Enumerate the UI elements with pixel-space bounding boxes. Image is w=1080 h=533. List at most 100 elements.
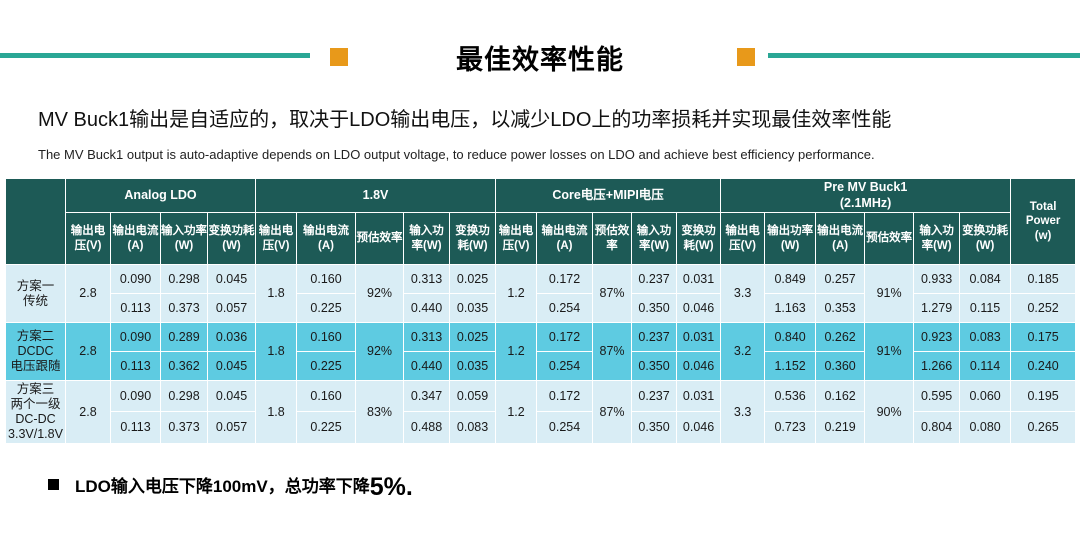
table-cell: 0.219 — [815, 411, 866, 444]
group-header: Analog LDO — [64, 178, 257, 213]
table-cell: 0.057 — [206, 411, 257, 444]
table-cell: 0.090 — [110, 380, 161, 412]
table-cell: 0.172 — [536, 380, 594, 412]
table-cell: 2.8 — [65, 322, 111, 381]
table-cell: 0.254 — [536, 411, 594, 444]
table-cell: 0.440 — [403, 293, 451, 323]
subtitle-chinese: MV Buck1输出是自适应的，取决于LDO输出电压，以减少LDO上的功率损耗并… — [38, 109, 892, 131]
footnote: LDO输入电压下降100mV，总功率下降5%. — [48, 472, 413, 502]
column-header: 输出电流(A) — [815, 212, 866, 265]
table-cell: 0.933 — [913, 264, 961, 294]
table-cell: 1.152 — [764, 351, 817, 381]
table-cell: 0.031 — [676, 264, 722, 294]
table-cell: 2.8 — [65, 380, 111, 444]
table-cell: 3.2 — [720, 322, 766, 381]
table-cell: 0.237 — [631, 322, 678, 352]
table-cell: 0.923 — [913, 322, 961, 352]
table-cell: 0.840 — [764, 322, 817, 352]
table-cell: 0.185 — [1010, 264, 1077, 294]
column-header: 输入功率(W) — [631, 212, 678, 265]
table-cell: 0.160 — [296, 322, 357, 352]
total-power-header: Total Power (w) — [1010, 178, 1077, 265]
column-header: 输出电流(A) — [296, 212, 357, 265]
table-cell: 1.2 — [495, 380, 538, 444]
table-cell: 1.279 — [913, 293, 961, 323]
table-cell: 0.195 — [1010, 380, 1077, 412]
table-cell: 0.060 — [959, 380, 1012, 412]
column-header: 输出电压(V) — [495, 212, 538, 265]
efficiency-table: Analog LDO 1.8V Core电压+MIPI电压 Pre MV Buck1 … — [5, 178, 1077, 444]
subtitle-english: The MV Buck1 output is auto-adaptive dep… — [38, 147, 875, 162]
table-cell: 0.488 — [403, 411, 451, 444]
column-header: 变换功耗(W) — [449, 212, 497, 265]
accent-square-right — [737, 48, 755, 66]
corner-cell — [5, 178, 66, 265]
column-header: 输入功率(W) — [403, 212, 451, 265]
table-cell: 0.175 — [1010, 322, 1077, 352]
table-cell: 0.240 — [1010, 351, 1077, 381]
column-header: 输出电流(A) — [536, 212, 594, 265]
table-cell: 91% — [864, 264, 915, 323]
table-cell: 0.025 — [449, 322, 497, 352]
accent-square-left — [330, 48, 348, 66]
column-header: 预估效率 — [864, 212, 915, 265]
table-cell: 0.035 — [449, 293, 497, 323]
table-cell: 0.257 — [815, 264, 866, 294]
footnote-emphasis: 5%. — [369, 473, 413, 501]
table-cell: 92% — [355, 322, 405, 381]
table-cell: 0.036 — [206, 322, 257, 352]
bullet-square-icon — [48, 479, 59, 490]
table-cell: 0.090 — [110, 322, 161, 352]
table-cell: 1.8 — [255, 380, 298, 444]
table-cell: 0.252 — [1010, 293, 1077, 323]
table-cell: 0.237 — [631, 264, 678, 294]
table-cell: 1.266 — [913, 351, 961, 381]
table-cell: 0.237 — [631, 380, 678, 412]
table-cell: 0.225 — [296, 351, 357, 381]
column-header: 预估效率 — [592, 212, 633, 265]
title-rule-right — [768, 53, 1080, 58]
table-cell: 0.350 — [631, 411, 678, 444]
column-header: 变换功耗(W) — [206, 212, 257, 265]
table-cell: 0.045 — [206, 264, 257, 294]
table-cell: 0.172 — [536, 264, 594, 294]
table-cell: 0.373 — [160, 293, 208, 323]
table-cell: 0.350 — [631, 293, 678, 323]
column-header: 预估效率 — [355, 212, 405, 265]
row-label: 方案三 两个一级 DC-DC 3.3V/1.8V — [5, 380, 66, 444]
table-cell: 0.113 — [110, 411, 161, 444]
table-cell: 0.031 — [676, 380, 722, 412]
table-cell: 0.045 — [206, 380, 257, 412]
table-cell: 0.172 — [536, 322, 594, 352]
table-cell: 0.045 — [206, 351, 257, 381]
table-cell: 0.035 — [449, 351, 497, 381]
column-header: 变换功耗(W) — [959, 212, 1012, 265]
table-cell: 0.265 — [1010, 411, 1077, 444]
column-header: 输出电压(V) — [720, 212, 766, 265]
table-cell: 0.360 — [815, 351, 866, 381]
table-cell: 0.849 — [764, 264, 817, 294]
table-cell: 0.057 — [206, 293, 257, 323]
page-title: 最佳效率性能 — [456, 45, 624, 75]
table-cell: 0.225 — [296, 293, 357, 323]
table-cell: 0.046 — [676, 411, 722, 444]
table-cell: 0.595 — [913, 380, 961, 412]
table-cell: 0.289 — [160, 322, 208, 352]
group-header: 1.8V — [255, 178, 497, 213]
footnote-text: LDO输入电压下降100mV，总功率下降 — [75, 477, 370, 496]
row-label: 方案一 传统 — [5, 264, 66, 323]
group-header: Pre MV Buck1 (2.1MHz) — [720, 178, 1012, 213]
table-cell: 83% — [355, 380, 405, 444]
table-cell: 1.163 — [764, 293, 817, 323]
column-header: 输入功率(W) — [160, 212, 208, 265]
table-cell: 92% — [355, 264, 405, 323]
table-cell: 0.804 — [913, 411, 961, 444]
table-cell: 90% — [864, 380, 915, 444]
table-cell: 0.254 — [536, 293, 594, 323]
table-cell: 0.440 — [403, 351, 451, 381]
table-cell: 2.8 — [65, 264, 111, 323]
table-cell: 0.723 — [764, 411, 817, 444]
table-cell: 0.313 — [403, 322, 451, 352]
table-cell: 0.059 — [449, 380, 497, 412]
table-cell: 87% — [592, 264, 633, 323]
